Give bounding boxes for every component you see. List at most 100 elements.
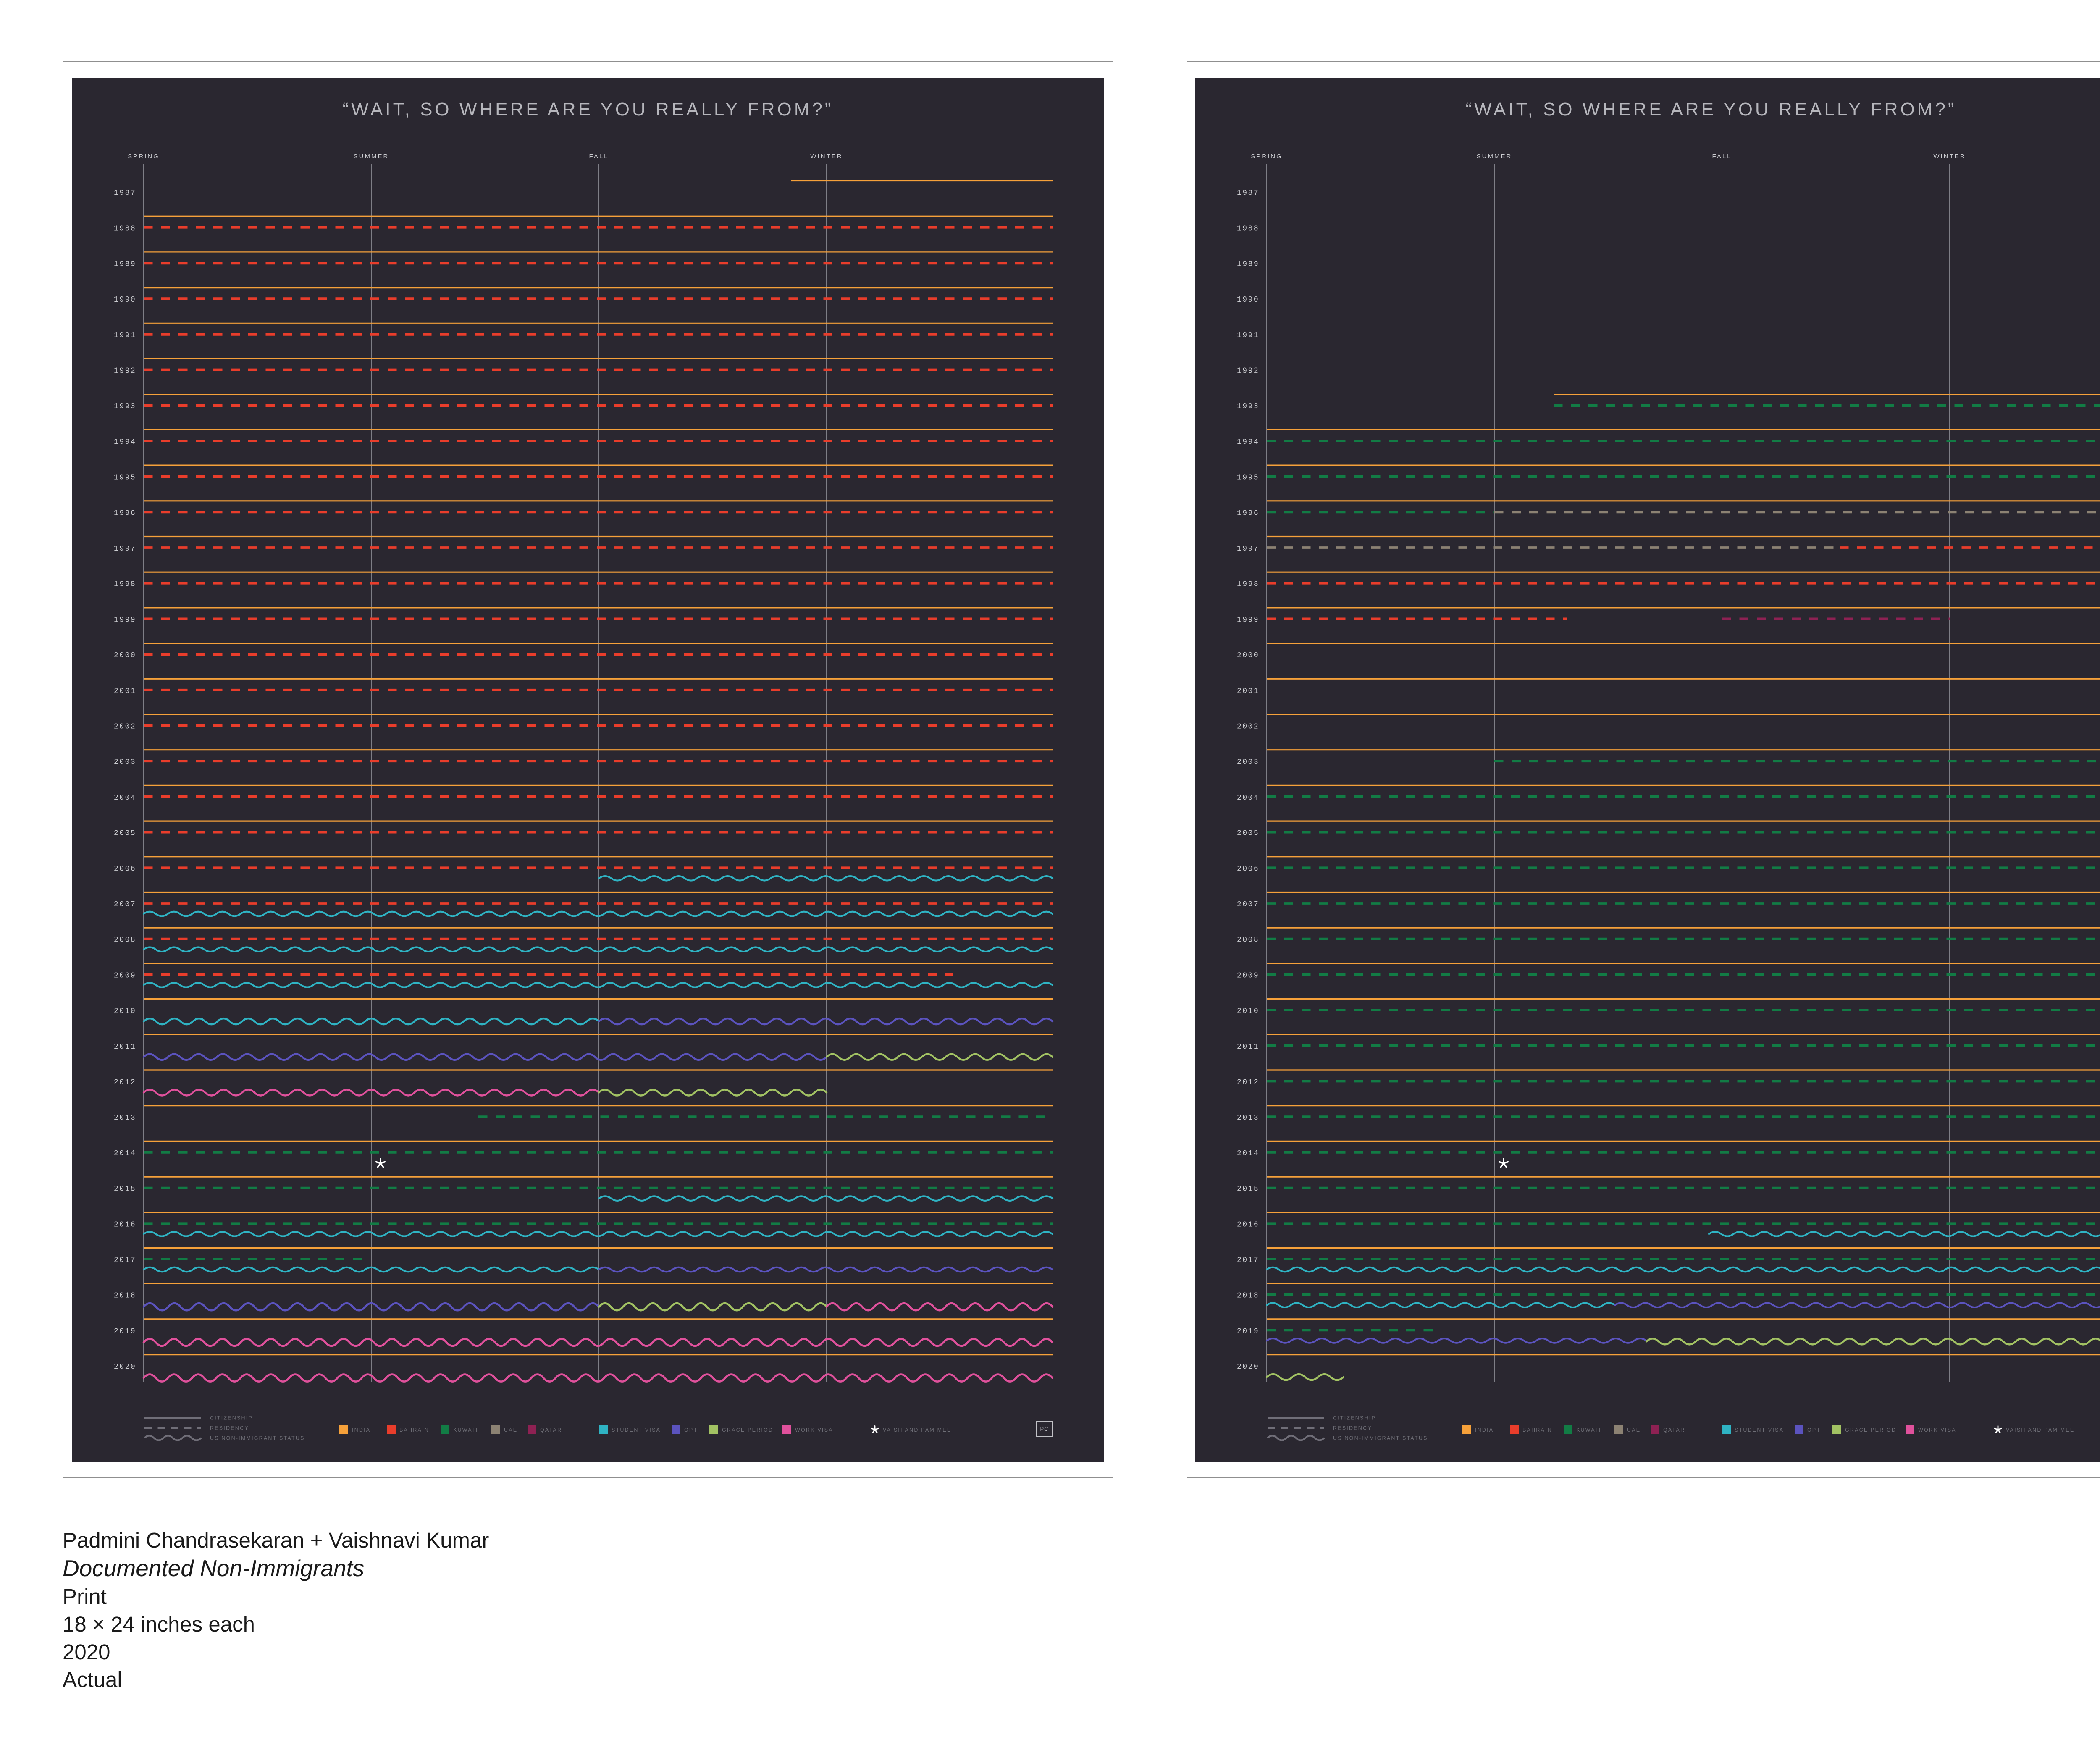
svg-text:FALL: FALL <box>589 153 609 160</box>
svg-text:GRACE PERIOD: GRACE PERIOD <box>722 1427 773 1433</box>
svg-text:1999: 1999 <box>1237 616 1259 624</box>
svg-text:1996: 1996 <box>114 509 136 517</box>
svg-text:WINTER: WINTER <box>810 153 843 160</box>
svg-text:1991: 1991 <box>1237 331 1259 340</box>
svg-text:WINTER: WINTER <box>1933 153 1966 160</box>
svg-text:1990: 1990 <box>114 296 136 304</box>
svg-text:RESIDENCY: RESIDENCY <box>1333 1425 1372 1431</box>
svg-text:UAE: UAE <box>1627 1427 1641 1433</box>
svg-text:2010: 2010 <box>1237 1007 1259 1015</box>
svg-text:US NON-IMMIGRANT STATUS: US NON-IMMIGRANT STATUS <box>210 1435 305 1441</box>
svg-text:2007: 2007 <box>1237 900 1259 909</box>
svg-text:2010: 2010 <box>114 1007 136 1015</box>
svg-text:CITIZENSHIP: CITIZENSHIP <box>1333 1415 1376 1421</box>
svg-text:US NON-IMMIGRANT STATUS: US NON-IMMIGRANT STATUS <box>1333 1435 1428 1441</box>
svg-text:2011: 2011 <box>114 1043 136 1051</box>
svg-text:INDIA: INDIA <box>352 1427 370 1433</box>
svg-text:2006: 2006 <box>114 865 136 873</box>
svg-text:2013: 2013 <box>1237 1114 1259 1122</box>
svg-text:STUDENT VISA: STUDENT VISA <box>612 1427 661 1433</box>
svg-text:BAHRAIN: BAHRAIN <box>1522 1427 1552 1433</box>
svg-text:1992: 1992 <box>114 367 136 375</box>
svg-text:2018: 2018 <box>114 1292 136 1300</box>
svg-text:2017: 2017 <box>1237 1256 1259 1265</box>
svg-text:2015: 2015 <box>114 1185 136 1194</box>
svg-text:1989: 1989 <box>114 260 136 268</box>
svg-text:1988: 1988 <box>114 225 136 233</box>
svg-text:1992: 1992 <box>1237 367 1259 375</box>
svg-text:2002: 2002 <box>114 723 136 731</box>
svg-text:1998: 1998 <box>1237 580 1259 589</box>
svg-text:2011: 2011 <box>1237 1043 1259 1051</box>
svg-text:2014: 2014 <box>1237 1149 1259 1158</box>
svg-text:2012: 2012 <box>114 1078 136 1087</box>
svg-text:1996: 1996 <box>1237 509 1259 517</box>
svg-text:2000: 2000 <box>114 651 136 660</box>
svg-text:UAE: UAE <box>504 1427 517 1433</box>
svg-text:2007: 2007 <box>114 900 136 909</box>
svg-text:RESIDENCY: RESIDENCY <box>210 1425 249 1431</box>
svg-text:1998: 1998 <box>114 580 136 589</box>
svg-text:2019: 2019 <box>1237 1327 1259 1335</box>
svg-text:2020: 2020 <box>114 1363 136 1371</box>
svg-text:2017: 2017 <box>114 1256 136 1265</box>
svg-text:VAISH AND PAM MEET: VAISH AND PAM MEET <box>883 1427 956 1433</box>
svg-text:1994: 1994 <box>1237 438 1259 446</box>
svg-text:1994: 1994 <box>114 438 136 446</box>
svg-text:INDIA: INDIA <box>1475 1427 1494 1433</box>
svg-text:2016: 2016 <box>1237 1220 1259 1229</box>
svg-text:1997: 1997 <box>114 545 136 553</box>
svg-text:1991: 1991 <box>114 331 136 340</box>
svg-text:2000: 2000 <box>1237 651 1259 660</box>
svg-text:2003: 2003 <box>114 758 136 766</box>
svg-text:KUWAIT: KUWAIT <box>453 1427 479 1433</box>
svg-text:SUMMER: SUMMER <box>354 153 389 160</box>
svg-text:2019: 2019 <box>114 1327 136 1335</box>
svg-text:2004: 2004 <box>1237 794 1259 802</box>
svg-text:2008: 2008 <box>114 936 136 945</box>
svg-text:1993: 1993 <box>1237 402 1259 411</box>
svg-text:2018: 2018 <box>1237 1292 1259 1300</box>
svg-text:2001: 2001 <box>114 687 136 695</box>
svg-text:2005: 2005 <box>1237 829 1259 838</box>
svg-text:SPRING: SPRING <box>1251 153 1283 160</box>
svg-text:2002: 2002 <box>1237 723 1259 731</box>
svg-text:1995: 1995 <box>1237 474 1259 482</box>
svg-text:1987: 1987 <box>114 189 136 197</box>
svg-text:OPT: OPT <box>1807 1427 1821 1433</box>
svg-text:PC: PC <box>1040 1426 1048 1432</box>
svg-text:2013: 2013 <box>114 1114 136 1122</box>
svg-text:1999: 1999 <box>114 616 136 624</box>
svg-text:2006: 2006 <box>1237 865 1259 873</box>
svg-text:2001: 2001 <box>1237 687 1259 695</box>
svg-text:2020: 2020 <box>1237 1363 1259 1371</box>
svg-text:CITIZENSHIP: CITIZENSHIP <box>210 1415 253 1421</box>
svg-text:“WAIT, SO WHERE ARE YOU REALLY: “WAIT, SO WHERE ARE YOU REALLY FROM?” <box>1466 99 1957 120</box>
svg-text:1989: 1989 <box>1237 260 1259 268</box>
svg-text:2003: 2003 <box>1237 758 1259 766</box>
svg-text:2004: 2004 <box>114 794 136 802</box>
svg-text:1987: 1987 <box>1237 189 1259 197</box>
svg-text:2016: 2016 <box>114 1220 136 1229</box>
svg-text:2012: 2012 <box>1237 1078 1259 1087</box>
svg-text:2015: 2015 <box>1237 1185 1259 1194</box>
svg-text:1990: 1990 <box>1237 296 1259 304</box>
svg-text:BAHRAIN: BAHRAIN <box>399 1427 429 1433</box>
svg-text:SUMMER: SUMMER <box>1477 153 1512 160</box>
svg-text:STUDENT VISA: STUDENT VISA <box>1735 1427 1784 1433</box>
svg-text:1997: 1997 <box>1237 545 1259 553</box>
svg-text:1993: 1993 <box>114 402 136 411</box>
svg-text:VAISH AND PAM MEET: VAISH AND PAM MEET <box>2006 1427 2079 1433</box>
svg-text:1995: 1995 <box>114 474 136 482</box>
svg-text:FALL: FALL <box>1712 153 1732 160</box>
svg-text:KUWAIT: KUWAIT <box>1576 1427 1602 1433</box>
svg-text:2009: 2009 <box>1237 971 1259 980</box>
svg-text:2005: 2005 <box>114 829 136 838</box>
svg-text:2008: 2008 <box>1237 936 1259 945</box>
svg-text:WORK VISA: WORK VISA <box>1918 1427 1956 1433</box>
svg-text:WORK VISA: WORK VISA <box>795 1427 833 1433</box>
svg-text:SPRING: SPRING <box>128 153 160 160</box>
svg-text:“WAIT, SO WHERE ARE YOU REALLY: “WAIT, SO WHERE ARE YOU REALLY FROM?” <box>343 99 834 120</box>
svg-text:OPT: OPT <box>684 1427 698 1433</box>
svg-text:2009: 2009 <box>114 971 136 980</box>
